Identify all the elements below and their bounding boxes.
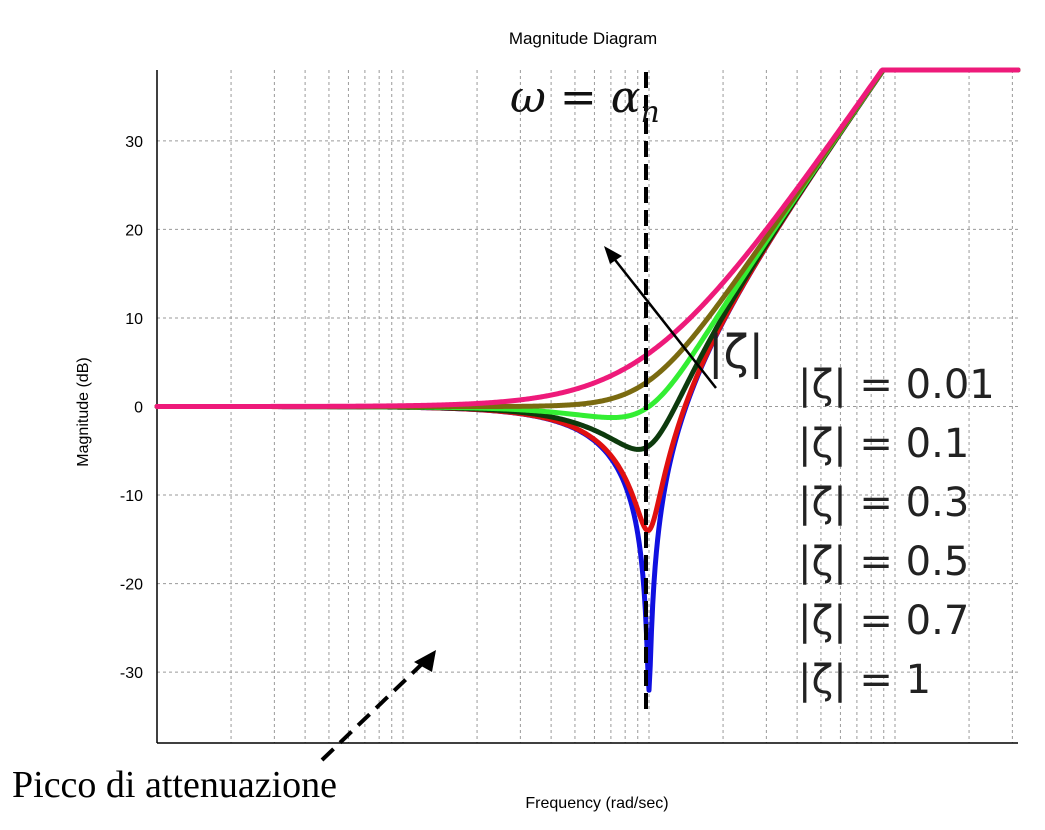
series-line bbox=[154, 67, 1021, 409]
y-tick-label: 30 bbox=[125, 134, 143, 151]
legend-entry: |ζ| = 1 bbox=[798, 657, 931, 703]
legend-entry: |ζ| = 0.01 bbox=[798, 362, 995, 408]
attenuation-peak-arrow bbox=[320, 650, 436, 762]
y-tick-label: -20 bbox=[120, 577, 143, 594]
y-tick-label: 20 bbox=[125, 222, 143, 239]
legend-entry: |ζ| = 0.1 bbox=[798, 421, 969, 467]
attenuation-peak-annotation: Picco di attenuazione bbox=[12, 764, 337, 806]
zeta-arrow-label: |ζ| bbox=[708, 325, 764, 380]
legend-entry: |ζ| = 0.3 bbox=[798, 480, 969, 526]
zeta-increase-arrow bbox=[604, 246, 717, 389]
legend-entry: |ζ| = 0.7 bbox=[798, 598, 969, 644]
y-axis-label: Magnitude (dB) bbox=[75, 357, 92, 466]
y-tick-label: -10 bbox=[120, 488, 143, 505]
chart-title: Magnitude Diagram bbox=[509, 29, 657, 48]
y-tick-label: -30 bbox=[120, 665, 143, 682]
series-lines bbox=[154, 67, 1021, 693]
y-tick-labels: -30 -20 -10 0 10 20 30 bbox=[120, 134, 143, 682]
x-axis-label: Frequency (rad/sec) bbox=[525, 795, 668, 812]
grid-lines bbox=[157, 70, 1018, 743]
legend: |ζ| = 0.01 |ζ| = 0.1 |ζ| = 0.3 |ζ| = 0.5 |ζ|… bbox=[798, 362, 995, 703]
y-tick-label: 10 bbox=[125, 311, 143, 328]
natural-frequency-label: ω = αn bbox=[510, 72, 660, 130]
y-tick-label: 0 bbox=[134, 400, 143, 417]
legend-entry: |ζ| = 0.5 bbox=[798, 539, 969, 585]
